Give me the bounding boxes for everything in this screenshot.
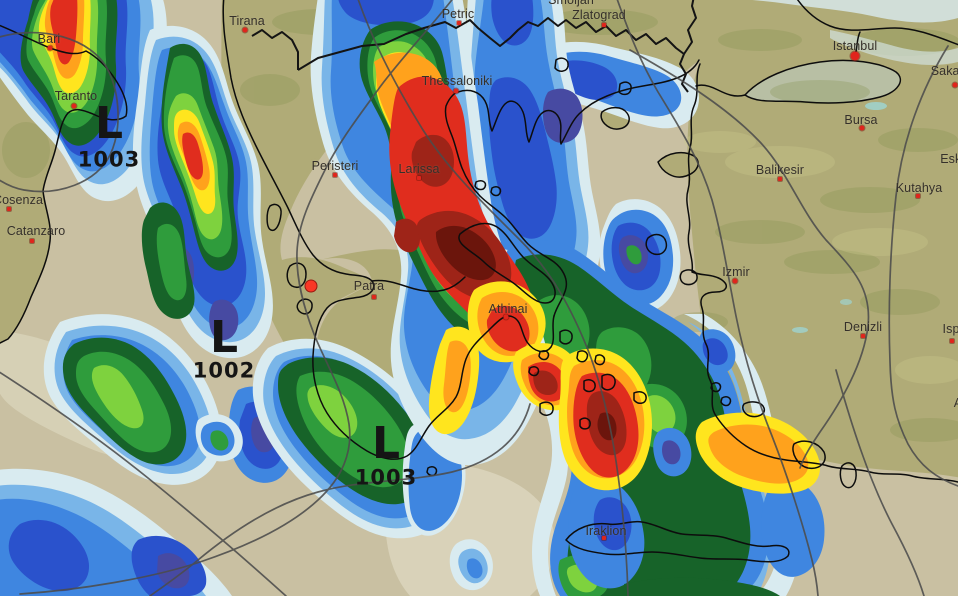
city-label[interactable]: Catanzaro [6, 224, 66, 238]
city-label[interactable]: Bursa [844, 113, 878, 127]
city-label[interactable]: Kutahya [895, 181, 943, 195]
city-label[interactable]: Bari [37, 32, 61, 46]
city-dot [30, 239, 34, 243]
city-dot [242, 27, 248, 33]
city-dot [952, 82, 958, 88]
pressure-value: 1003 [77, 147, 141, 172]
city-dot [602, 23, 606, 27]
city-dot [861, 334, 865, 338]
location-marker[interactable] [304, 279, 318, 293]
city-dot [732, 278, 738, 284]
city-label[interactable]: Balikesir [755, 163, 805, 177]
pressure-low-symbol: L [94, 98, 124, 150]
city-label[interactable]: Eskisehir [940, 152, 958, 166]
pressure-low-symbol: L [371, 418, 401, 470]
city-dot [778, 177, 782, 181]
city-label[interactable]: Cosenza [0, 193, 44, 207]
city-dot [417, 176, 421, 180]
city-dot [453, 88, 459, 94]
coastline-layer [0, 0, 958, 563]
city-label[interactable]: Smoljan [548, 0, 594, 7]
city-label[interactable]: Petric [441, 7, 475, 21]
city-dot [859, 125, 865, 131]
city-label[interactable]: Denizli [843, 320, 883, 334]
city-dot [850, 51, 860, 61]
city-dot [457, 21, 461, 25]
city-label[interactable]: Peristeri [311, 159, 359, 173]
city-dot [602, 536, 606, 540]
city-label[interactable]: Antalya [954, 396, 958, 410]
city-dot [503, 314, 509, 320]
city-dot [71, 103, 77, 109]
pressure-low-symbol: L [209, 312, 239, 364]
city-label[interactable]: Taranto [54, 89, 98, 103]
city-dot [950, 339, 954, 343]
city-label[interactable]: Athinai [488, 302, 528, 316]
city-dot [7, 207, 11, 211]
city-label[interactable]: Istanbul [832, 39, 878, 53]
pressure-value: 1003 [354, 465, 418, 490]
city-label[interactable]: Tirana [229, 14, 265, 28]
city-label[interactable]: Sakarya [930, 64, 958, 78]
city-dot [47, 45, 53, 51]
city-label[interactable]: Iraklion [585, 524, 627, 538]
city-label[interactable]: Patra [353, 279, 385, 293]
city-label[interactable]: Larissa [398, 162, 440, 176]
city-dot [372, 295, 376, 299]
city-label[interactable]: Thessaloniki [421, 74, 493, 88]
border-layer [251, 0, 697, 93]
city-label[interactable]: Isparta [942, 322, 958, 336]
city-label[interactable]: Zlatograd [572, 8, 626, 22]
pressure-value: 1002 [192, 358, 256, 383]
city-dot [333, 173, 337, 177]
city-label[interactable]: Izmir [722, 265, 750, 279]
city-dot [916, 194, 920, 198]
